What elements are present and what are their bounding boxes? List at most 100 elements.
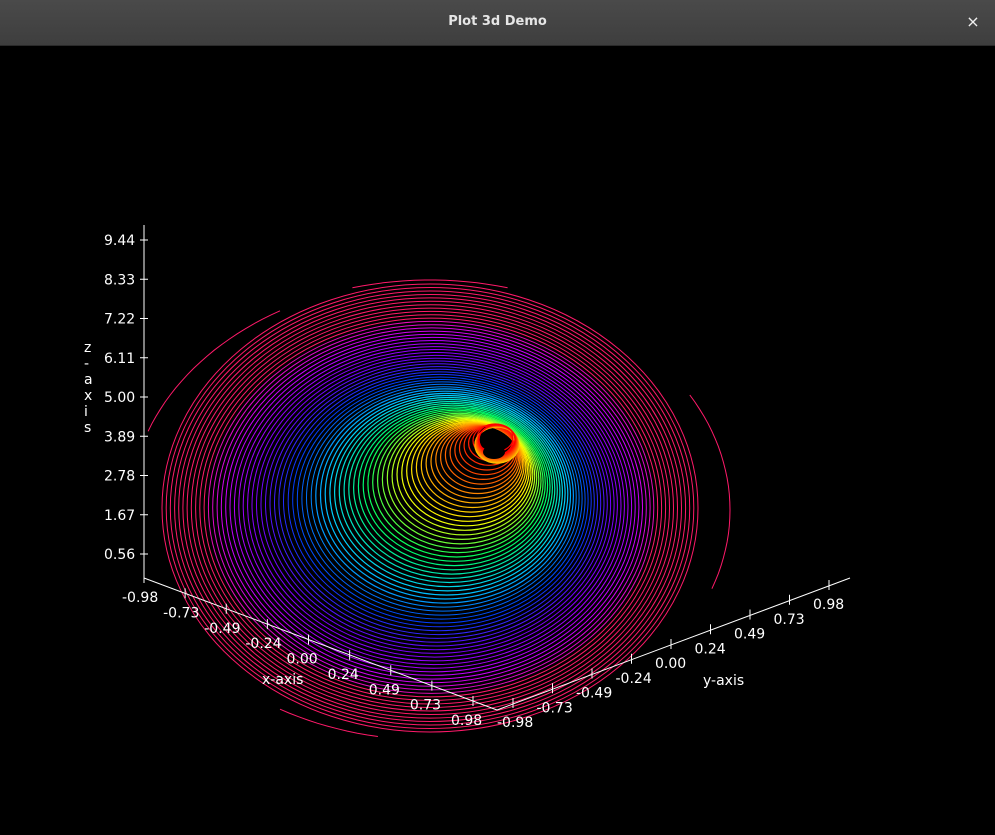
- x-tick-label: 0.73: [410, 698, 441, 714]
- z-axis-label: z-axis: [84, 340, 93, 436]
- contour-line: [334, 396, 564, 588]
- contour-line: [186, 304, 674, 712]
- contour-line: [401, 419, 532, 527]
- contour-line: [296, 379, 586, 620]
- contour-line: [315, 388, 574, 604]
- y-tick-label: -0.98: [497, 715, 533, 731]
- contour-line: [391, 416, 536, 536]
- contour-line: [353, 404, 554, 571]
- contour-line: [165, 287, 695, 729]
- contour-line: [348, 402, 556, 575]
- contour-line: [274, 366, 602, 639]
- contour-line: [367, 409, 546, 558]
- y-tick-label: 0.73: [774, 612, 805, 628]
- contour-line: [174, 294, 687, 722]
- contour-line: [283, 371, 595, 632]
- z-tick-label: 3.89: [104, 429, 135, 445]
- contour-line: [306, 383, 580, 612]
- contour-line: [220, 330, 643, 684]
- contour-line: [161, 283, 699, 733]
- contour-line: [301, 381, 583, 616]
- x-axis-line: [143, 577, 498, 711]
- x-tick-label: -0.24: [245, 636, 281, 652]
- z-tick-label: 8.33: [104, 272, 135, 288]
- y-tick-label: -0.24: [616, 671, 652, 687]
- contour-line: [420, 422, 525, 509]
- y-tick-label: 0.00: [655, 656, 686, 672]
- contour-line: [247, 349, 622, 662]
- x-tick-label: -0.98: [122, 590, 158, 606]
- contour-line: [329, 394, 566, 592]
- contour-line: [287, 373, 592, 628]
- contour-line: [207, 320, 655, 694]
- z-axis-label-char: x: [84, 388, 92, 404]
- z-tick-label: 7.22: [104, 312, 135, 328]
- contour-line: [411, 421, 529, 518]
- z-axis-label-char: -: [84, 356, 89, 372]
- z-tick-label: 9.44: [104, 233, 135, 249]
- contour-line: [260, 357, 612, 651]
- contour-line: [265, 360, 608, 647]
- contour-line: [242, 346, 625, 666]
- contour-lines: [147, 279, 731, 737]
- z-tick-label: 0.56: [104, 547, 135, 563]
- tick-marks: [140, 239, 830, 708]
- y-tick-label: 0.24: [695, 641, 726, 657]
- contour-line: [343, 400, 558, 579]
- contour-line: [310, 386, 577, 608]
- z-axis-label-char: a: [84, 372, 93, 388]
- contour-line: [357, 406, 551, 567]
- y-axis-line: [496, 577, 851, 711]
- contour-line: [225, 333, 640, 680]
- y-tick-label: -0.49: [576, 686, 612, 702]
- contour-line: [199, 314, 663, 701]
- contour-line: [386, 415, 538, 541]
- x-tick-label: -0.73: [163, 605, 199, 621]
- contour-line: [195, 310, 667, 705]
- title-bar: Plot 3d Demo ×: [0, 0, 995, 46]
- contour-line: [182, 300, 679, 715]
- contour-line: [233, 340, 633, 673]
- contour-line: [251, 352, 618, 658]
- x-tick-label: -0.49: [204, 621, 240, 637]
- window-title: Plot 3d Demo: [448, 14, 547, 29]
- contour-line: [178, 297, 682, 719]
- contour-line: [425, 423, 524, 504]
- y-tick-label: 0.49: [734, 627, 765, 643]
- close-icon[interactable]: ×: [966, 12, 980, 31]
- contour-line: [362, 408, 549, 562]
- x-tick-label: 0.49: [369, 682, 400, 698]
- y-tick-label: 0.98: [813, 597, 844, 613]
- contour-line: [415, 421, 527, 513]
- z-tick-label: 5.00: [104, 390, 135, 406]
- contour-line: [279, 708, 378, 737]
- z-tick-label: 6.11: [104, 351, 135, 367]
- z-axis-label-char: s: [84, 420, 91, 436]
- contour-line: [319, 390, 572, 600]
- z-tick-label: 1.67: [104, 508, 135, 524]
- x-axis-label: x-axis: [262, 672, 303, 688]
- contour-line: [169, 290, 691, 726]
- contour-line: [256, 354, 615, 654]
- contour-line: [190, 307, 670, 708]
- contour-line: [278, 368, 599, 636]
- contour-line: [147, 310, 281, 432]
- tick-labels: -0.98-0.73-0.49-0.240.000.240.490.730.98…: [104, 233, 844, 731]
- z-tick-label: 2.78: [104, 469, 135, 485]
- contour-line: [406, 420, 530, 522]
- contour-line: [203, 317, 659, 698]
- contour-line: [372, 411, 544, 554]
- x-tick-label: 0.00: [287, 652, 318, 668]
- plot-3d: -0.98-0.73-0.49-0.240.000.240.490.730.98…: [84, 225, 851, 737]
- contour-line: [324, 392, 569, 596]
- x-tick-label: 0.24: [328, 667, 359, 683]
- contour-line: [352, 279, 508, 289]
- z-axis-label-char: i: [84, 404, 88, 420]
- contour-line: [376, 412, 542, 549]
- funnel-hole: [483, 445, 505, 459]
- contour-line: [238, 343, 629, 669]
- contour-line: [381, 414, 540, 545]
- contour-line: [689, 394, 731, 589]
- contour-line: [396, 417, 534, 531]
- contour-line: [292, 376, 589, 624]
